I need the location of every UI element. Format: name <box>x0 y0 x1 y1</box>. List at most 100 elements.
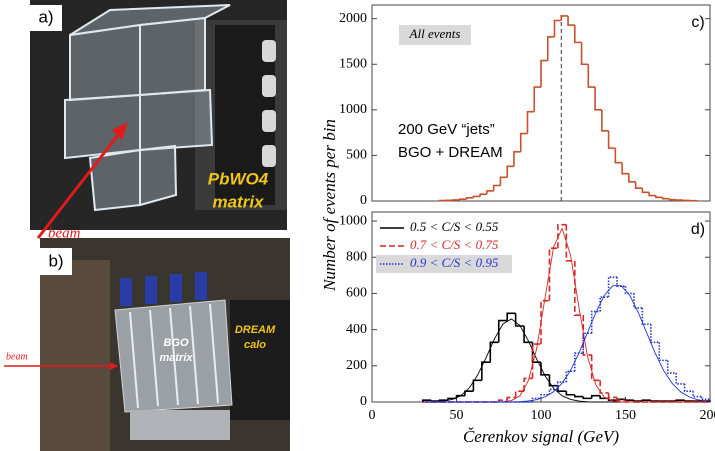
rod <box>149 309 159 407</box>
photo-detail <box>40 260 110 451</box>
histogram-bin <box>616 397 626 401</box>
y-axis-label: Number of events per bin <box>320 119 339 292</box>
histogram-bin <box>430 400 440 402</box>
histogram-bin <box>492 184 501 191</box>
histogram-bin <box>599 296 609 312</box>
crystal <box>139 144 178 207</box>
photo-caption: PbWO4 <box>208 169 269 188</box>
panel-label: d) <box>691 221 705 238</box>
histogram-bin <box>479 193 487 197</box>
arrow-head <box>112 122 128 140</box>
beam-arrow-a: beam <box>36 122 128 241</box>
legend-label: 0.7 < C/S < 0.75 <box>410 237 499 252</box>
histogram-bin <box>590 394 601 399</box>
panel-label: a) <box>38 7 53 26</box>
rod <box>169 307 179 406</box>
histogram-bin <box>607 130 616 149</box>
histogram-bin <box>514 313 525 327</box>
histogram-bin <box>438 399 449 402</box>
histogram-bin <box>565 224 575 262</box>
histogram-bin <box>526 110 535 134</box>
histogram-bin <box>523 326 533 344</box>
histogram-bin <box>628 173 636 183</box>
x-tick-label: 150 <box>615 408 636 423</box>
histogram-bin <box>533 86 541 112</box>
histogram-bin <box>641 399 651 402</box>
histogram-bin <box>601 109 609 132</box>
x-tick-label: 50 <box>450 408 464 423</box>
rod <box>189 305 199 405</box>
histogram-bin <box>548 247 558 301</box>
y-tick-label: 0 <box>360 394 367 409</box>
histogram-bin <box>633 400 643 402</box>
beam-label: beam <box>48 225 81 241</box>
histogram-bin <box>624 286 634 295</box>
pmts <box>120 272 207 306</box>
histogram-bin <box>531 343 541 379</box>
crystal <box>88 148 141 212</box>
y-tick-label: 800 <box>346 249 367 264</box>
histogram-bin <box>540 59 548 88</box>
histogram-bin <box>616 277 626 287</box>
photo-caption: matrix <box>212 192 265 211</box>
y-tick-label: 500 <box>346 148 367 163</box>
histogram-bin <box>580 42 589 66</box>
histogram-bin <box>607 276 618 298</box>
beam-label: beam <box>6 351 28 362</box>
histogram-bin <box>675 399 685 402</box>
y-tick-label: 1000 <box>339 213 367 228</box>
crystals <box>64 4 231 212</box>
connector <box>262 110 276 132</box>
fit-curve <box>426 285 706 403</box>
photo-a: a) PbWO4 matrix <box>30 0 287 230</box>
histogram-bin <box>489 341 499 363</box>
histogram-bin <box>683 383 694 392</box>
x-axis-label: Čerenkov signal (GeV) <box>463 427 619 446</box>
histogram-bin <box>540 299 550 345</box>
histogram-bin <box>641 188 650 194</box>
crystal <box>64 93 141 160</box>
arrow-head <box>110 362 118 370</box>
y-tick-label: 1500 <box>339 56 367 71</box>
legend-label: 0.9 < C/S < 0.95 <box>410 255 499 270</box>
histogram-bin <box>531 397 541 402</box>
histogram-bin <box>459 198 467 200</box>
histogram-bin <box>465 197 474 200</box>
histogram-bin <box>666 360 677 374</box>
connector <box>262 145 276 167</box>
rod <box>209 303 219 404</box>
histogram-bin <box>574 394 584 398</box>
histogram-bin <box>594 87 602 111</box>
annotation-box <box>399 25 471 45</box>
histogram-bin <box>621 162 629 175</box>
pmt <box>195 272 207 300</box>
histogram-bin <box>481 361 491 381</box>
histogram-bin <box>506 396 516 401</box>
histogram-bin <box>650 400 660 402</box>
histogram-bin <box>499 176 508 186</box>
histogram-bin <box>683 400 694 402</box>
histogram-bin <box>540 362 550 376</box>
pmt <box>170 274 182 302</box>
histogram-bin <box>655 195 663 199</box>
histogram-bin <box>565 370 575 383</box>
histogram-bin <box>567 15 575 26</box>
histogram-bin <box>497 319 508 343</box>
histogram-series <box>421 312 711 402</box>
histogram-bin <box>590 354 601 382</box>
connectors <box>262 40 276 167</box>
histogram-series <box>422 276 711 403</box>
histogram-bin <box>587 64 596 88</box>
histogram-bin <box>634 181 643 190</box>
y-tick-label: 2000 <box>339 11 367 26</box>
histogram-bin <box>661 197 670 200</box>
histogram-bin <box>675 373 685 385</box>
histogram-bin <box>700 396 711 402</box>
annotation: 200 GeV “jets” <box>398 121 495 138</box>
histogram-bin <box>546 36 555 61</box>
histogram-bin <box>513 150 521 167</box>
histogram-bin <box>590 310 601 334</box>
histogram-bin <box>472 379 482 392</box>
histogram-bin <box>574 25 582 44</box>
histogram-bin <box>641 307 651 325</box>
